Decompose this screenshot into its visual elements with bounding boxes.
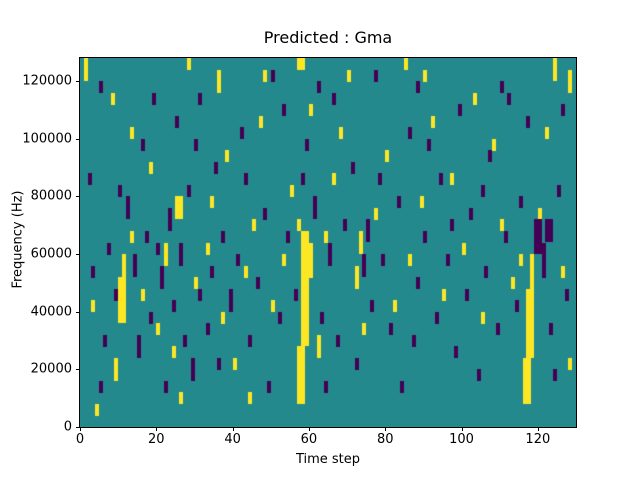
plot-area xyxy=(79,57,577,428)
y-tick-label: 60000 xyxy=(30,246,72,262)
y-tick-mark xyxy=(76,369,80,371)
x-tick-label: 60 xyxy=(300,432,318,447)
y-tick-label: 100000 xyxy=(22,131,72,147)
plot-title: Predicted : Gma xyxy=(263,28,393,47)
x-tick-mark xyxy=(461,427,463,431)
y-axis-label: Frequency (Hz) xyxy=(10,190,26,289)
y-tick-mark xyxy=(76,81,80,83)
y-tick-mark xyxy=(76,196,80,198)
x-tick-mark xyxy=(385,427,387,431)
x-tick-mark xyxy=(537,427,539,431)
x-axis-label: Time step xyxy=(295,452,361,467)
y-tick-mark xyxy=(76,311,80,313)
y-tick-mark xyxy=(76,427,80,428)
y-tick-mark xyxy=(76,138,80,140)
y-tick-mark xyxy=(76,254,80,256)
x-tick-mark xyxy=(308,427,310,431)
x-tick-mark xyxy=(232,427,234,431)
x-tick-label: 80 xyxy=(376,432,394,447)
x-tick-label: 120 xyxy=(525,432,551,447)
x-tick-label: 0 xyxy=(75,432,85,447)
x-tick-label: 100 xyxy=(449,432,474,447)
x-tick-label: 20 xyxy=(148,432,165,447)
x-tick-mark xyxy=(156,427,158,431)
y-tick-label: 40000 xyxy=(30,304,72,320)
y-tick-label: 80000 xyxy=(30,188,72,204)
x-tick-label: 40 xyxy=(224,432,241,447)
x-tick-mark xyxy=(80,427,81,431)
heatmap-canvas xyxy=(80,58,576,427)
y-tick-label: 120000 xyxy=(22,73,72,89)
y-tick-label: 20000 xyxy=(30,361,72,377)
y-tick-label: 0 xyxy=(63,419,72,435)
